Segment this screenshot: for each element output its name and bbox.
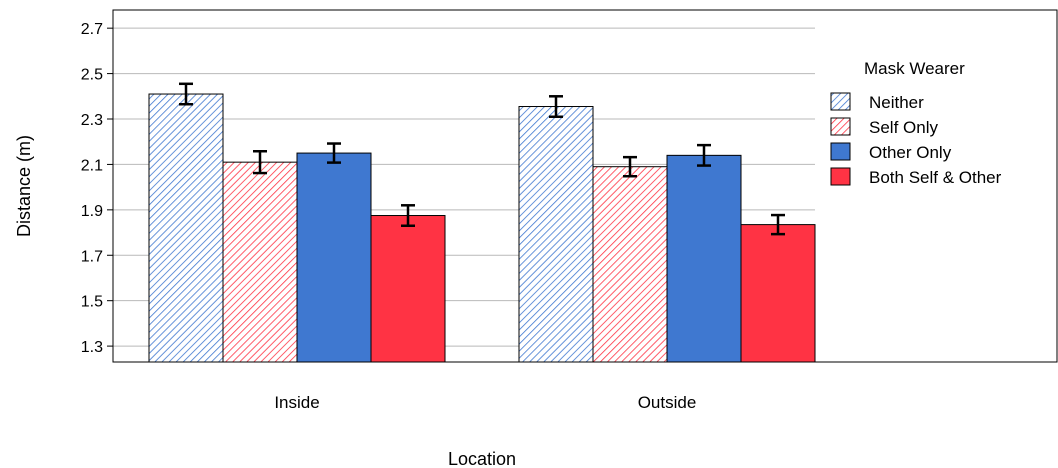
legend-title: Mask Wearer <box>864 59 965 78</box>
y-axis-ticks: 1.3 1.5 1.7 1.9 2.1 2.3 2.5 2.7 <box>81 21 113 356</box>
legend-label: Other Only <box>869 143 952 162</box>
legend-swatch <box>830 142 851 161</box>
legend-swatch <box>830 117 851 136</box>
legend-item-both-self-other: Both Self & Other <box>830 167 1002 187</box>
error-bar-inside-self-only <box>253 150 267 175</box>
legend-label: Neither <box>869 93 924 112</box>
legend-label: Self Only <box>869 118 938 137</box>
x-category-label: Inside <box>274 393 319 412</box>
bar-inside-self-only <box>222 161 298 363</box>
error-bar-outside-self-only <box>623 155 637 178</box>
y-axis-title: Distance (m) <box>14 135 34 237</box>
legend-swatch <box>830 167 851 186</box>
bars <box>148 93 816 363</box>
error-bar-outside-neither <box>549 95 563 118</box>
legend-item-neither: Neither <box>830 92 924 112</box>
error-bar-inside-other-only <box>327 142 341 164</box>
bar-outside-self-only <box>592 166 668 363</box>
legend-item-other-only: Other Only <box>830 142 952 162</box>
legend: Mask Wearer Neither Self Only Other Only Bo… <box>830 59 1002 187</box>
bar-outside-other-only <box>666 154 742 363</box>
y-tick-label: 2.3 <box>81 112 103 129</box>
y-tick-label: 2.7 <box>81 21 103 38</box>
plot-frame <box>112 9 1058 363</box>
y-tick-label: 2.1 <box>81 157 103 174</box>
bar-outside-both-self-other <box>740 224 816 363</box>
error-bar-inside-both-self-other <box>401 204 415 227</box>
error-bar-outside-both-self-other <box>771 213 785 236</box>
error-bar-outside-other-only <box>697 143 711 167</box>
x-axis-categories: Inside Outside <box>274 393 696 412</box>
error-bar-inside-neither <box>179 82 193 106</box>
x-axis-title: Location <box>448 449 516 468</box>
x-category-label: Outside <box>638 393 697 412</box>
y-tick-label: 2.5 <box>81 67 103 84</box>
legend-label: Both Self & Other <box>869 168 1002 187</box>
y-tick-label: 1.7 <box>81 248 103 265</box>
bar-outside-neither <box>518 106 594 363</box>
y-tick-label: 1.3 <box>81 339 103 356</box>
bar-inside-both-self-other <box>370 215 446 363</box>
error-bars <box>179 82 785 236</box>
legend-swatch <box>830 92 851 111</box>
bar-inside-neither <box>148 93 224 363</box>
y-tick-label: 1.9 <box>81 203 103 220</box>
bar-inside-other-only <box>296 152 372 363</box>
legend-item-self-only: Self Only <box>830 117 938 137</box>
y-tick-label: 1.5 <box>81 294 103 311</box>
